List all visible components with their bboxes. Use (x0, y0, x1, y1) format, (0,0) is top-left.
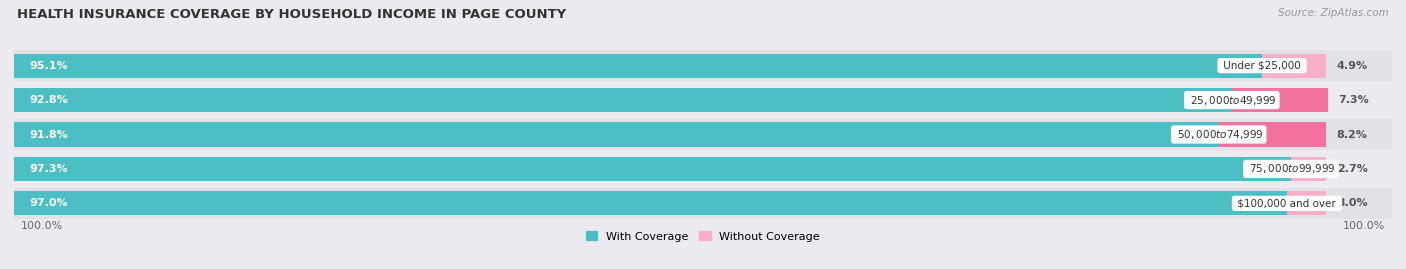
Bar (14, 88, 1232, 112)
Text: 3.0%: 3.0% (1337, 198, 1368, 208)
Bar (14, 153, 1392, 185)
Bar (14, 157, 1291, 181)
Bar (1219, 122, 1326, 147)
Bar (14, 191, 1286, 215)
Text: 97.3%: 97.3% (30, 164, 69, 174)
Bar (14, 122, 1219, 147)
Text: 7.3%: 7.3% (1339, 95, 1369, 105)
Bar (14, 54, 1263, 78)
Bar (1232, 88, 1327, 112)
Text: 2.7%: 2.7% (1337, 164, 1368, 174)
Text: Source: ZipAtlas.com: Source: ZipAtlas.com (1278, 8, 1389, 18)
Bar (14, 187, 1392, 219)
Text: $100,000 and over: $100,000 and over (1234, 198, 1340, 208)
Text: 8.2%: 8.2% (1337, 129, 1368, 140)
Text: 97.0%: 97.0% (30, 198, 69, 208)
Bar (14, 50, 1392, 82)
Text: Under $25,000: Under $25,000 (1220, 61, 1303, 71)
Text: $25,000 to $49,999: $25,000 to $49,999 (1187, 94, 1277, 107)
Legend: With Coverage, Without Coverage: With Coverage, Without Coverage (582, 227, 824, 246)
Text: $50,000 to $74,999: $50,000 to $74,999 (1174, 128, 1264, 141)
Text: 92.8%: 92.8% (30, 95, 69, 105)
Bar (14, 84, 1392, 116)
Text: 100.0%: 100.0% (21, 221, 63, 231)
Bar (1291, 157, 1326, 181)
Text: 4.9%: 4.9% (1337, 61, 1368, 71)
Text: HEALTH INSURANCE COVERAGE BY HOUSEHOLD INCOME IN PAGE COUNTY: HEALTH INSURANCE COVERAGE BY HOUSEHOLD I… (17, 8, 567, 21)
Text: 95.1%: 95.1% (30, 61, 69, 71)
Text: 100.0%: 100.0% (1343, 221, 1385, 231)
Bar (14, 119, 1392, 150)
Text: 91.8%: 91.8% (30, 129, 69, 140)
Text: $75,000 to $99,999: $75,000 to $99,999 (1246, 162, 1336, 175)
Bar (1286, 191, 1326, 215)
Bar (1263, 54, 1326, 78)
